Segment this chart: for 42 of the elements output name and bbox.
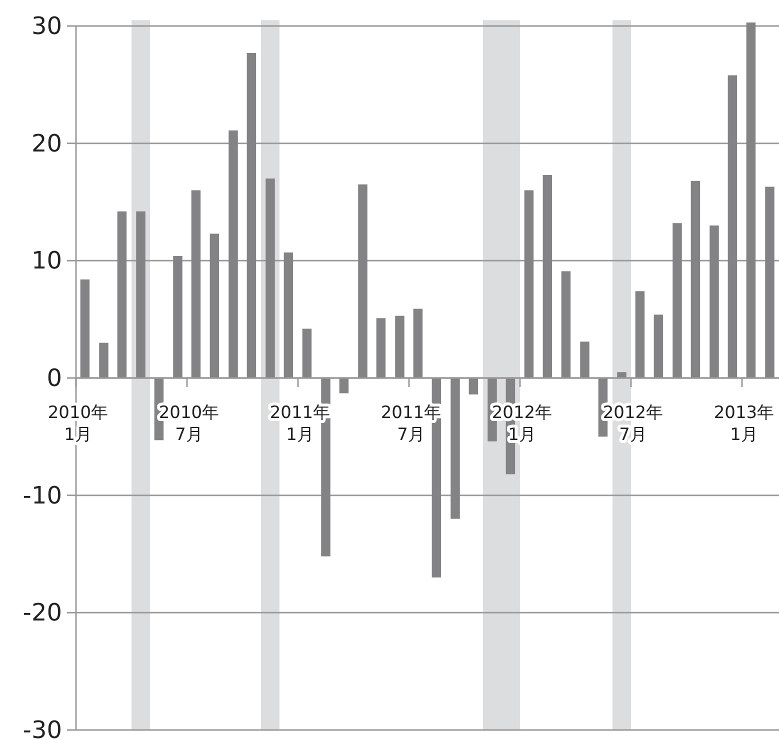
bar: [542, 175, 552, 378]
bar: [136, 211, 146, 378]
x-tick-label: 2013年 1月: [714, 403, 774, 445]
y-tick-label: -20: [22, 598, 62, 627]
bar: [413, 308, 423, 378]
bar: [672, 223, 682, 378]
bar: [690, 180, 700, 378]
bar: [395, 316, 404, 378]
bar: [266, 178, 275, 378]
y-tick-label: -30: [22, 716, 62, 740]
bar: [617, 372, 626, 378]
bar: [173, 256, 182, 378]
bar: [246, 52, 256, 378]
bar: [765, 186, 774, 378]
y-tick-label: 10: [31, 246, 62, 275]
bar: [99, 342, 108, 378]
bar: [468, 378, 478, 394]
bar: [358, 184, 368, 378]
bar: [561, 271, 571, 378]
bar: [710, 225, 719, 378]
x-tick-label: 2012年 7月: [602, 403, 664, 445]
y-tick-label: 30: [31, 12, 62, 40]
y-tick-label: 20: [31, 129, 62, 158]
bar: [117, 211, 127, 378]
bar: [228, 130, 238, 378]
bar: [376, 318, 386, 378]
bar: [284, 252, 294, 378]
x-tick-label: 2010年 1月: [48, 403, 108, 445]
bar: [635, 291, 645, 378]
y-tick-label: 0: [46, 364, 62, 392]
bar: [210, 234, 220, 378]
bar: [524, 190, 534, 378]
bar: [746, 22, 756, 378]
y-tick-label: -10: [22, 481, 62, 510]
bar: [339, 378, 349, 394]
bar: [80, 279, 90, 378]
bar: [728, 75, 738, 378]
bar: [450, 378, 460, 519]
bar: [302, 328, 312, 378]
bar: [580, 342, 590, 378]
bar: [654, 314, 664, 378]
bar: [191, 190, 201, 378]
